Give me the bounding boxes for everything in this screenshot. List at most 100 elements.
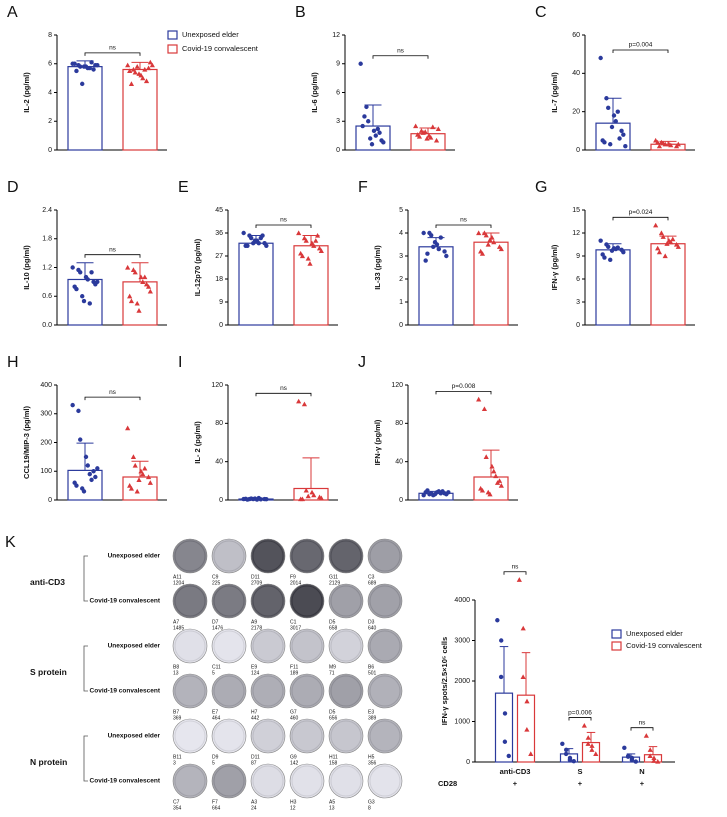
well-rim xyxy=(213,720,245,752)
well-id: B8 xyxy=(173,664,179,670)
data-point xyxy=(495,618,500,623)
y-tick-label: 100 xyxy=(40,468,52,475)
data-point xyxy=(670,236,676,242)
y-tick-label: 0 xyxy=(48,147,52,154)
well-id: D5 xyxy=(329,619,336,625)
well-rim xyxy=(330,630,362,662)
significance-bracket xyxy=(84,396,141,401)
y-tick-label: 60 xyxy=(572,32,580,39)
data-point xyxy=(602,255,607,260)
y-tick-label: 80 xyxy=(215,420,223,427)
data-point xyxy=(502,739,508,744)
data-point xyxy=(125,425,131,431)
data-point xyxy=(481,406,488,412)
data-point xyxy=(128,298,135,304)
well-rim xyxy=(369,585,401,617)
data-point xyxy=(423,258,428,263)
legend-label: Covid-19 convalescent xyxy=(182,44,259,53)
data-point xyxy=(604,96,609,101)
data-point xyxy=(303,238,309,243)
data-point xyxy=(608,142,613,147)
well-count: 2129 xyxy=(329,580,340,586)
bar xyxy=(293,245,329,326)
well xyxy=(211,583,247,619)
data-point xyxy=(498,483,504,488)
bar xyxy=(238,242,274,326)
data-point xyxy=(373,133,378,138)
data-point xyxy=(442,249,447,254)
data-point xyxy=(301,401,308,407)
bar xyxy=(473,241,509,326)
y-tick-label: 45 xyxy=(215,207,223,214)
y-tick-label: 0.0 xyxy=(42,322,52,329)
data-point xyxy=(655,245,661,251)
well xyxy=(289,628,325,664)
data-point xyxy=(128,81,135,86)
data-point xyxy=(78,64,83,69)
data-point xyxy=(127,483,133,488)
x-tick-label: S xyxy=(577,767,582,776)
well xyxy=(367,718,403,754)
y-tick-label: 0 xyxy=(576,322,580,329)
y-tick-label: 15 xyxy=(572,207,580,214)
well xyxy=(172,763,208,799)
well xyxy=(328,673,364,709)
well xyxy=(289,583,325,619)
row-label: Unexposed elder xyxy=(108,643,161,650)
data-point xyxy=(95,279,100,285)
significance-label: ns xyxy=(109,45,117,52)
y-tick-label: 1000 xyxy=(454,718,470,725)
data-point xyxy=(80,81,85,87)
data-point xyxy=(485,241,491,247)
well-rim xyxy=(291,765,323,797)
data-point xyxy=(147,288,153,294)
y-tick-label: 0 xyxy=(219,322,223,329)
well-rim xyxy=(252,675,284,707)
data-point xyxy=(413,123,419,129)
data-point xyxy=(128,485,135,491)
y-axis-label: IL-10 (pg/ml) xyxy=(22,245,31,290)
data-point xyxy=(651,755,657,761)
data-point xyxy=(145,474,152,480)
well-count: 356 xyxy=(368,760,377,766)
well-count: 142 xyxy=(290,760,299,766)
data-point xyxy=(602,140,607,145)
well-id: D9 xyxy=(212,754,219,760)
well xyxy=(250,763,286,799)
y-tick-label: 2.4 xyxy=(42,207,52,214)
well-count: 87 xyxy=(251,760,257,766)
row-label: Covid-19 convalescent xyxy=(90,598,161,605)
y-axis-label: IFN-γ spots/2.5×10⁵ cells xyxy=(440,637,449,725)
well-id: F7 xyxy=(212,799,218,805)
data-point xyxy=(80,294,85,299)
bar xyxy=(418,246,454,326)
data-point xyxy=(662,141,668,147)
well-rim xyxy=(213,630,245,662)
y-tick-label: 3 xyxy=(576,299,580,306)
data-point xyxy=(70,265,75,270)
row-label: CD28 xyxy=(438,779,457,788)
well-count: 13 xyxy=(173,670,179,676)
well xyxy=(211,673,247,709)
well-count: 2014 xyxy=(290,580,301,586)
data-point xyxy=(140,279,146,284)
well xyxy=(172,673,208,709)
well-rim xyxy=(252,720,284,752)
well-id: H11 xyxy=(329,754,338,760)
well-count: 460 xyxy=(290,715,299,721)
well-rim xyxy=(369,720,401,752)
data-point xyxy=(476,396,482,402)
row-value: + xyxy=(640,779,645,788)
data-point xyxy=(675,141,681,147)
data-point xyxy=(489,463,495,469)
panel-letter: K xyxy=(5,534,16,551)
data-point xyxy=(675,244,681,249)
data-point xyxy=(520,625,526,631)
well-rim xyxy=(252,630,284,662)
group-bracket xyxy=(83,555,88,602)
data-point xyxy=(143,78,150,84)
well-count: 354 xyxy=(173,805,182,811)
y-axis-label: IFN-γ (pg/ml) xyxy=(373,419,382,465)
data-point xyxy=(89,477,94,483)
bar xyxy=(122,68,158,151)
